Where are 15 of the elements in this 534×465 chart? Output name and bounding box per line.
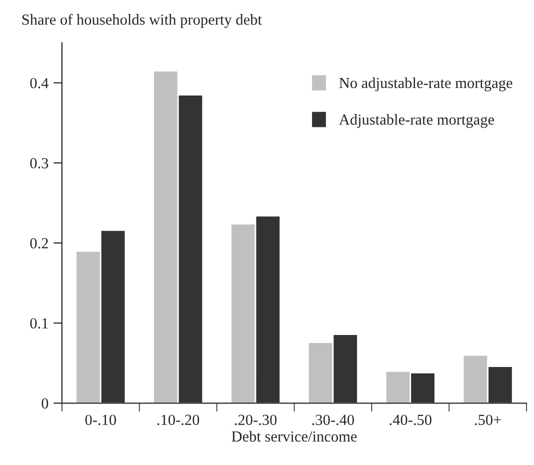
legend-label: No adjustable-rate mortgage xyxy=(339,77,512,92)
legend-label: Adjustable-rate mortgage xyxy=(338,114,494,128)
y-tick-label: 0.2 xyxy=(30,238,48,249)
x-tick-label: .40-.50 xyxy=(390,414,432,426)
y-tick-label: 0.1 xyxy=(30,318,48,329)
y-tick-label: 0.3 xyxy=(30,158,48,168)
y-tick-label: 0.4 xyxy=(30,78,49,88)
x-axis-title: Debt service/income xyxy=(232,430,357,442)
x-tick-label: .30-.40 xyxy=(312,414,354,426)
x-tick-label: .10-.20 xyxy=(157,414,200,426)
x-tick-label: .20-.30 xyxy=(234,414,277,426)
y-tick-label: 0 xyxy=(42,398,48,409)
x-tick-label: 0-.10 xyxy=(85,414,116,426)
x-tick-label: .50+ xyxy=(474,414,501,426)
chart-title: Share of households with property debt xyxy=(22,14,262,28)
